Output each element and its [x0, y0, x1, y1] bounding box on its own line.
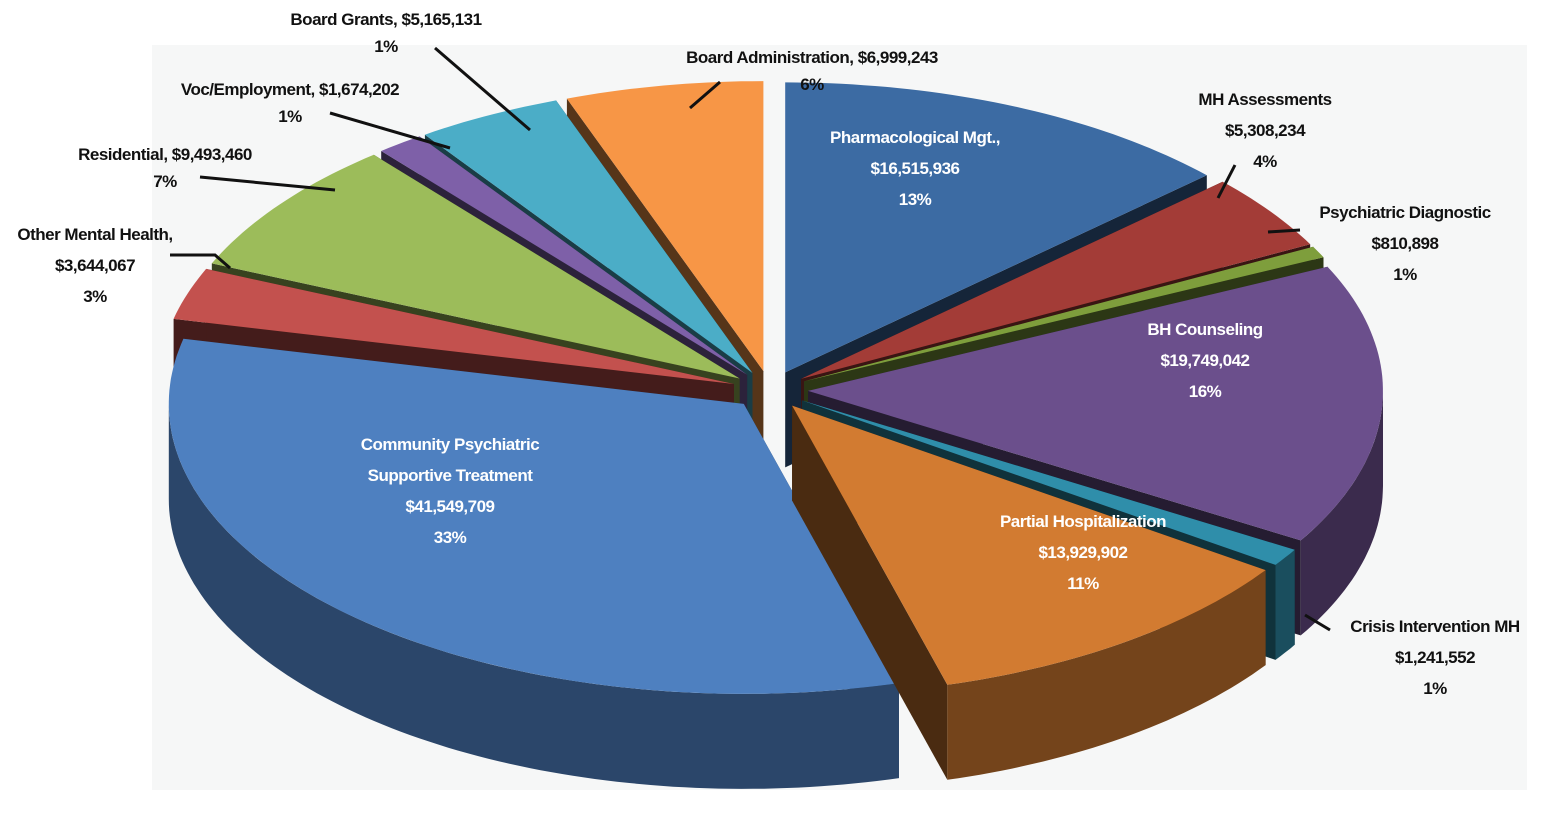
- slice: [566, 81, 764, 372]
- slice: [424, 100, 753, 374]
- label-text: Community Psychiatric Supportive Treatme…: [360, 435, 540, 485]
- label-text: 13%: [898, 190, 932, 209]
- label-text: Board Grants,: [290, 10, 398, 29]
- label-text: $810,898: [1371, 234, 1439, 253]
- label-text: 1%: [1423, 679, 1447, 698]
- label-text: Crisis Intervention MH: [1350, 617, 1520, 636]
- slice-side: [168, 403, 900, 789]
- label-text: BH Counseling: [1147, 320, 1263, 339]
- label-text: $1,674,202: [319, 80, 400, 99]
- leader-line: [170, 253, 231, 270]
- slice: [173, 268, 734, 384]
- label-text: 1%: [374, 37, 398, 56]
- label-text: $3,644,067: [54, 256, 136, 275]
- label-text: 6%: [800, 75, 824, 94]
- slice-label: Board Grants, $5,165,131 1%: [290, 4, 483, 59]
- slice-label: Pharmacological Mgt., $16,515,936 13%: [830, 122, 1000, 215]
- slice-label: MH Assessments $5,308,234 4%: [1198, 84, 1332, 177]
- label-text: 7%: [153, 172, 177, 191]
- label-text: $6,999,243: [857, 48, 939, 67]
- label-text: 1%: [278, 107, 302, 126]
- slice-label: Community Psychiatric Supportive Treatme…: [343, 429, 558, 553]
- label-text: Partial Hospitalization: [999, 512, 1167, 531]
- label-text: MH Assessments: [1198, 90, 1332, 109]
- slice: [211, 154, 740, 379]
- label-text: Psychiatric Diagnostic: [1319, 203, 1491, 222]
- slice: [168, 338, 900, 694]
- label-text: 16%: [1188, 382, 1222, 401]
- slice: [801, 400, 1295, 565]
- slice-label: Crisis Intervention MH $1,241,552 1%: [1350, 611, 1520, 704]
- leader-line: [1216, 164, 1237, 199]
- slice-side: [947, 570, 1266, 780]
- leader-lines: [170, 46, 1331, 632]
- slice: [801, 181, 1311, 379]
- label-text: $19,749,042: [1160, 351, 1250, 370]
- label-text: 33%: [433, 528, 467, 547]
- label-text: Other Mental Health,: [17, 225, 173, 244]
- slice-side: [1300, 390, 1383, 636]
- slice-label: BH Counseling $19,749,042 16%: [1147, 314, 1263, 407]
- label-text: 1%: [1393, 265, 1417, 284]
- label-text: 4%: [1253, 152, 1277, 171]
- label-text: Voc/Employment,: [180, 80, 315, 99]
- leader-line: [689, 80, 721, 110]
- label-text: $41,549,709: [405, 497, 495, 516]
- label-text: Board Administration,: [686, 48, 854, 67]
- slice-label: Other Mental Health, $3,644,067 3%: [17, 219, 173, 312]
- label-text: $16,515,936: [870, 159, 960, 178]
- slice: [792, 405, 1266, 685]
- leader-line: [1267, 228, 1301, 234]
- slice: [808, 266, 1383, 541]
- label-text: $5,308,234: [1224, 121, 1306, 140]
- slice: [785, 82, 1207, 373]
- label-text: Pharmacological Mgt.,: [830, 128, 1000, 147]
- leader-line: [434, 46, 531, 132]
- slice-wall: [792, 405, 948, 780]
- label-text: 11%: [1067, 574, 1099, 593]
- leader-line: [199, 175, 336, 192]
- slice-label: Voc/Employment, $1,674,202 1%: [180, 74, 400, 129]
- leader-line: [329, 111, 451, 150]
- label-text: Residential,: [78, 145, 168, 164]
- label-text: $9,493,460: [171, 145, 253, 164]
- slice-side: [1275, 549, 1295, 660]
- slice-label: Residential, $9,493,460 7%: [78, 139, 252, 194]
- slice-label: Board Administration, $6,999,243 6%: [686, 42, 938, 97]
- slices: [168, 81, 1383, 789]
- slice-label: Partial Hospitalization $13,929,902 11%: [999, 506, 1167, 599]
- label-text: 3%: [83, 287, 107, 306]
- slice-label: Psychiatric Diagnostic $810,898 1%: [1319, 197, 1491, 290]
- slice: [804, 246, 1324, 382]
- leader-line: [1304, 613, 1331, 632]
- label-text: $5,165,131: [401, 10, 483, 29]
- label-text: $13,929,902: [1038, 543, 1128, 562]
- label-text: $1,241,552: [1394, 648, 1476, 667]
- slice: [381, 136, 748, 375]
